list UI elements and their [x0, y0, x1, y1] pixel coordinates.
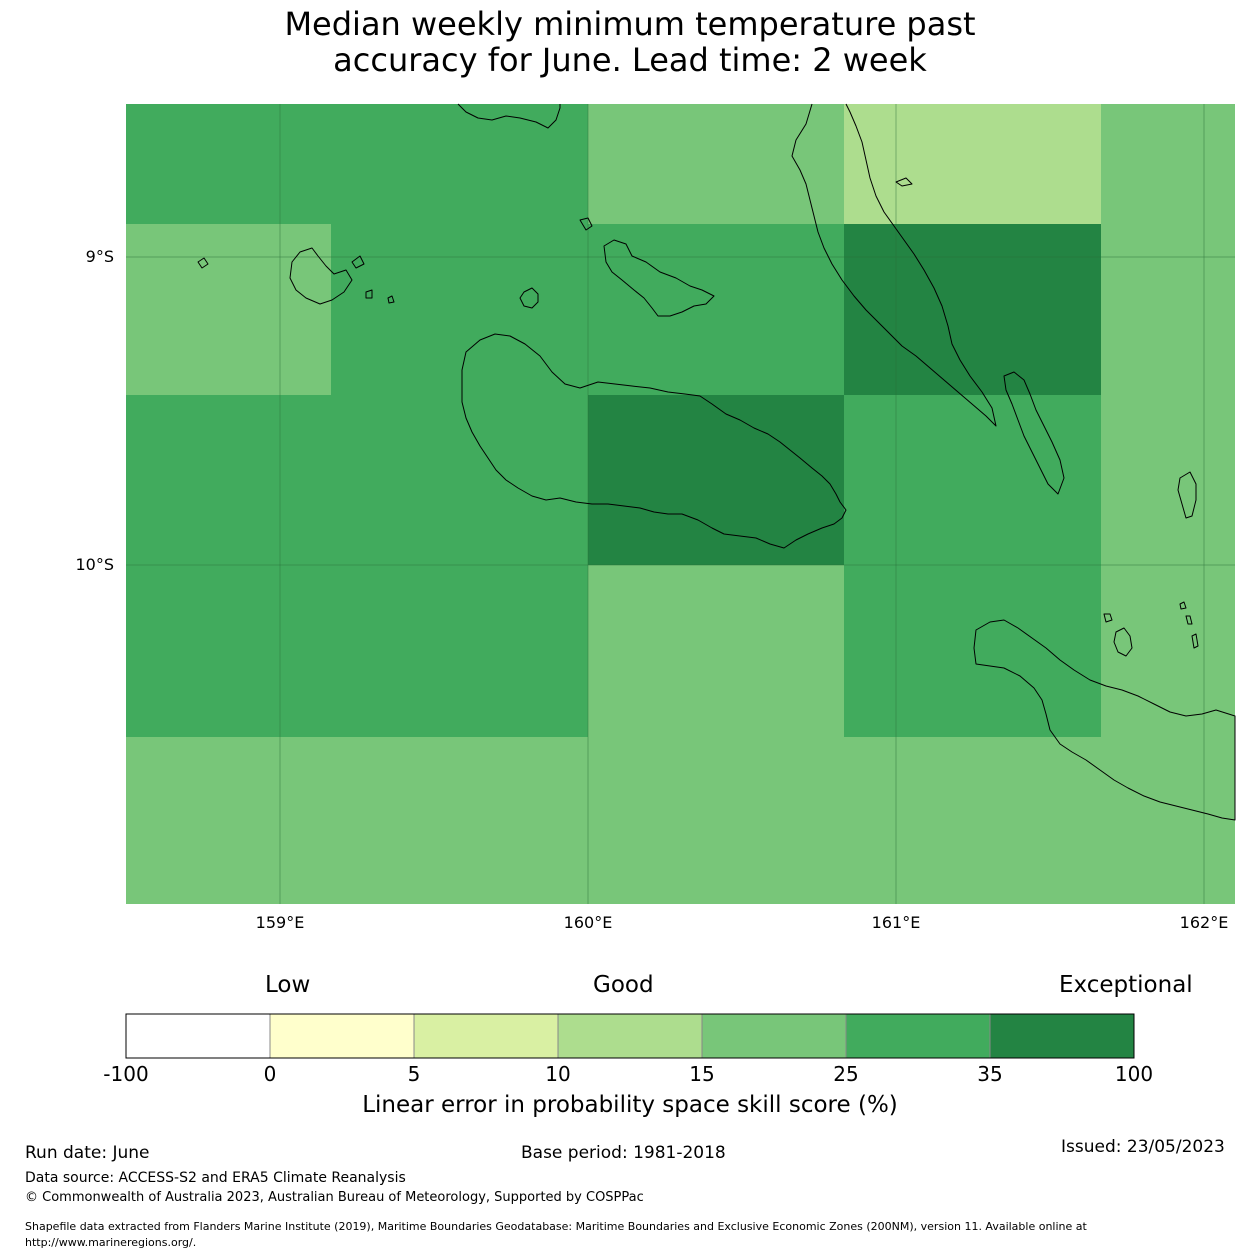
colorbar-segment: [701, 1013, 847, 1059]
coastline-small-malaita: [1003, 371, 1065, 495]
grid-cell: [588, 565, 844, 737]
colorbar-tick: 0: [263, 1062, 277, 1086]
coastline-russell-islet-3: [365, 289, 373, 299]
colorbar-title: Linear error in probability space skill …: [362, 1092, 898, 1118]
lon-label-160e: 160°E: [563, 913, 613, 932]
shapefile-credit-line-2: http://www.marineregions.org/.: [25, 1236, 197, 1249]
grid-cell: [1101, 395, 1235, 565]
grid-cell: [126, 395, 588, 565]
coastline-islet-d: [1191, 633, 1199, 649]
base-period: Base period: 1981-2018: [521, 1143, 726, 1163]
coastline-guadalcanal: [461, 333, 847, 549]
grid-cell: [126, 104, 588, 224]
title-line-1: Median weekly minimum temperature past: [284, 5, 976, 43]
run-date: Run date: June: [25, 1143, 150, 1163]
grid-cell: [126, 224, 331, 395]
coastline-ngela-islet: [895, 177, 913, 187]
coastline-malaita: [791, 103, 997, 427]
lon-label-159e: 159°E: [255, 913, 305, 932]
grid-cell: [844, 104, 1101, 224]
grid-cell: [844, 565, 1101, 737]
grid-cell: [588, 395, 844, 565]
lat-label-9s: 9°S: [85, 247, 114, 266]
grid-cell: [126, 737, 1235, 904]
title-line-2: accuracy for June. Lead time: 2 week: [333, 41, 927, 79]
lat-label-10s: 10°S: [75, 555, 114, 574]
colorbar-segment: [413, 1013, 559, 1059]
colorbar-tick: 15: [689, 1062, 715, 1086]
coastline-islet-c: [1185, 615, 1193, 625]
coastline-russell-islet-2: [351, 255, 365, 269]
coastlines: [197, 103, 1236, 821]
lon-label-162e: 162°E: [1179, 913, 1229, 932]
grid-cell: [844, 224, 1101, 395]
coastline-san-cristobal: [973, 619, 1236, 821]
coastline-islet-b: [1179, 601, 1187, 610]
coastline-ugi-island: [1113, 627, 1133, 657]
coastline-ulawa-island: [1177, 471, 1197, 519]
colorbar-tick: 10: [545, 1062, 571, 1086]
coastline-small-islet: [579, 217, 593, 231]
category-exceptional: Exceptional: [1059, 972, 1193, 998]
category-low: Low: [265, 972, 311, 998]
coastline-new-georgia: [457, 103, 561, 129]
lon-label-161e: 161°E: [871, 913, 921, 932]
issued-date: Issued: 23/05/2023: [1061, 1137, 1225, 1157]
colorbar-tick: 35: [977, 1062, 1003, 1086]
grid-cell: [1101, 565, 1235, 737]
shapefile-credit-line-1: Shapefile data extracted from Flanders M…: [25, 1220, 1087, 1233]
coastline-islet-a: [1103, 613, 1113, 623]
colorbar: [125, 1013, 1135, 1059]
colorbar-segment: [989, 1013, 1135, 1059]
colorbar-tick: 5: [407, 1062, 421, 1086]
skill-grid: [126, 104, 1235, 904]
colorbar-segment: [845, 1013, 991, 1059]
colorbar-segment: [125, 1013, 271, 1059]
coastline-savo-island: [519, 287, 539, 309]
coastline-russell-islands: [289, 247, 353, 305]
map-title: Median weekly minimum temperature past a…: [0, 6, 1260, 78]
coastline-russell-islet-1: [197, 257, 209, 269]
grid-cell: [126, 565, 588, 737]
colorbar-segment: [557, 1013, 703, 1059]
data-source: Data source: ACCESS-S2 and ERA5 Climate …: [25, 1170, 406, 1186]
colorbar-frame: [125, 1013, 1135, 1059]
copyright: © Commonwealth of Australia 2023, Austra…: [25, 1190, 644, 1205]
grid-cell: [1101, 224, 1235, 395]
grid-cell: [844, 395, 1101, 565]
coastline-russell-islet-4: [387, 295, 395, 304]
colorbar-tick: 100: [1114, 1062, 1154, 1086]
grid-cell: [331, 224, 844, 395]
coastline-florida-islands: [603, 239, 715, 317]
colorbar-segment: [269, 1013, 415, 1059]
category-good: Good: [593, 972, 654, 998]
grid-cell: [588, 104, 844, 224]
grid-cell: [1101, 104, 1235, 224]
colorbar-tick: 25: [833, 1062, 859, 1086]
colorbar-tick: -100: [103, 1062, 149, 1086]
